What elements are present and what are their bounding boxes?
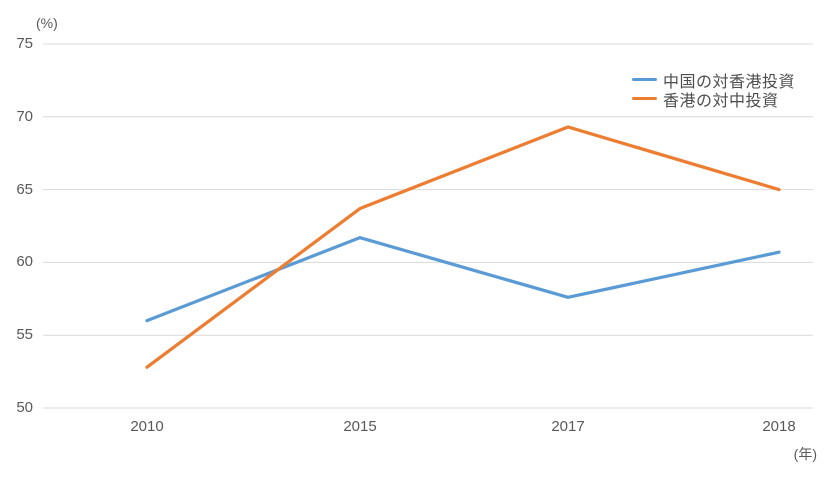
y-tick-label: 55 <box>16 326 33 344</box>
x-tick-label: 2017 <box>551 418 585 435</box>
legend-item-1: 香港の対中投資 <box>632 89 795 110</box>
legend-line-swatch <box>632 97 657 100</box>
y-tick-label: 70 <box>16 107 33 125</box>
x-tick-label: 2015 <box>343 418 377 435</box>
x-tick-label: 2010 <box>130 418 164 435</box>
y-tick-label: 65 <box>16 180 33 198</box>
x-tick-label: 2018 <box>762 418 796 435</box>
y-tick-label: 50 <box>16 399 33 416</box>
legend-label: 香港の対中投資 <box>663 92 779 110</box>
legend-item-0: 中国の対香港投資 <box>632 70 796 91</box>
y-axis-unit-label: (%) <box>36 15 58 31</box>
series-line-1 <box>145 125 781 369</box>
y-tick-label: 75 <box>16 35 33 52</box>
series-line-0 <box>145 236 781 323</box>
legend-line-swatch <box>632 78 657 81</box>
y-tick-label: 60 <box>16 253 33 271</box>
x-axis-unit-label: (年) <box>793 446 817 462</box>
legend-label: 中国の対香港投資 <box>663 73 796 91</box>
legend: 中国の対香港投資 香港の対中投資 <box>632 70 796 110</box>
